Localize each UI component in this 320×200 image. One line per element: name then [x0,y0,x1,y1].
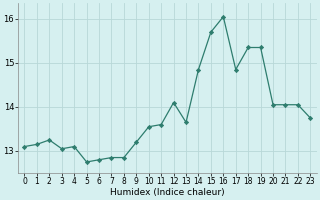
X-axis label: Humidex (Indice chaleur): Humidex (Indice chaleur) [110,188,225,197]
